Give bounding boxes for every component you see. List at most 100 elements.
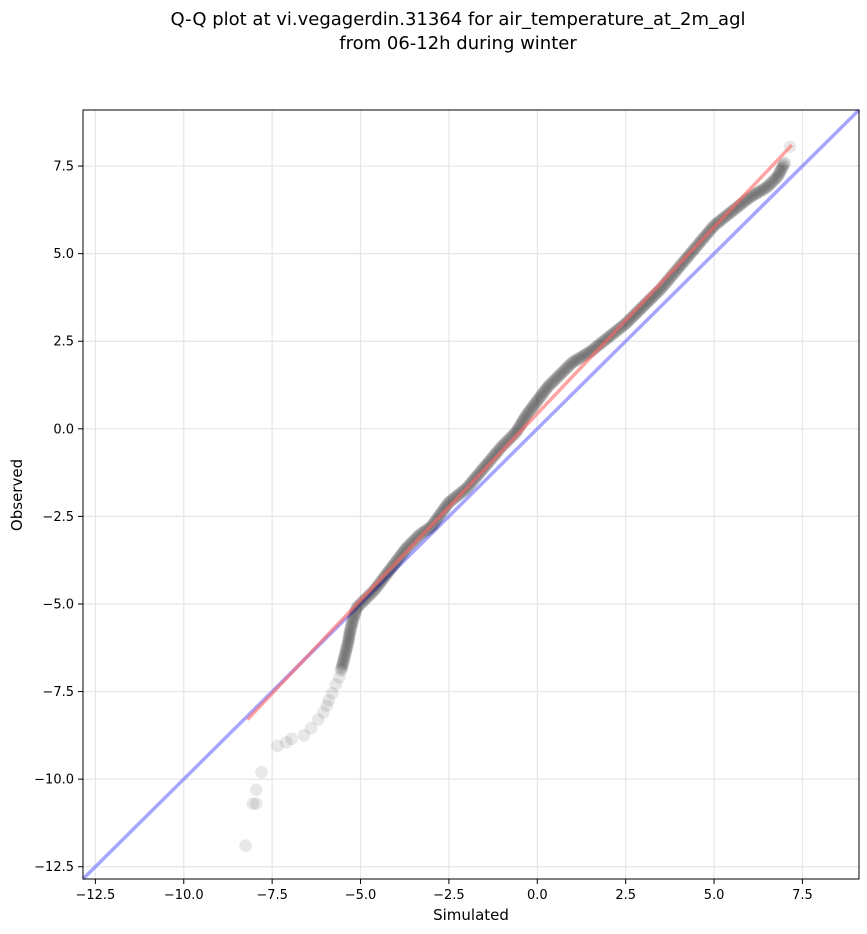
scatter-point [530, 395, 543, 409]
scatter-point [755, 184, 768, 197]
scatter-point [337, 654, 350, 668]
scatter-point [668, 266, 681, 279]
scatter-point [337, 653, 351, 666]
scatter-point [554, 367, 568, 381]
scatter-point [344, 624, 357, 637]
scatter-point [563, 358, 577, 371]
scatter-point [340, 642, 353, 656]
x-tick-label: 2.5 [615, 888, 636, 903]
x-tick-label: 0.0 [527, 888, 548, 903]
scatter-point [761, 179, 775, 193]
scatter-point [317, 706, 330, 719]
scatter-point [340, 640, 354, 654]
y-axis-ticks: −12.5 −10.0 −7.5 −5.0 −2.5 0.0 2.5 5.0 7.5 [34, 160, 83, 875]
scatter-point [776, 160, 789, 174]
scatter-point [335, 662, 348, 676]
scatter-point [325, 687, 339, 700]
scatter-point [573, 351, 586, 365]
scatter-point [297, 729, 311, 742]
y-tick-label: −10.0 [34, 773, 74, 788]
scatter-point [548, 373, 562, 387]
chart-title-line-2: from 06-12h during winter [339, 33, 577, 54]
y-tick-label: −12.5 [34, 860, 74, 875]
scatter-point [343, 628, 356, 642]
scatter-point [343, 625, 357, 639]
scatter-point [345, 619, 358, 633]
scatter-point [409, 532, 423, 545]
scatter-point [354, 597, 367, 611]
x-axis-ticks: −12.5 −10.0 −7.5 −5.0 −2.5 0.0 2.5 5.0 7.5 [75, 879, 813, 903]
scatter-point [489, 447, 502, 461]
scatter-point [765, 176, 779, 189]
scatter-point [345, 616, 359, 629]
scatter-point [337, 651, 351, 665]
scatter-point [566, 355, 579, 369]
scatter-point [351, 600, 365, 613]
scatter-point [538, 384, 552, 397]
scatter-point [619, 317, 632, 331]
scatter-point [667, 267, 680, 281]
scatter-point [763, 178, 776, 192]
scatter-point [570, 353, 584, 367]
y-tick-label: −7.5 [42, 685, 74, 700]
scatter-point [674, 258, 688, 272]
scatter-point [448, 491, 462, 504]
scatter-point [777, 157, 791, 171]
scatter-point [335, 661, 349, 674]
x-tick-label: −2.5 [433, 888, 465, 903]
scatter-point [571, 352, 585, 366]
scatter-point [540, 381, 554, 395]
scatter-point [255, 765, 268, 779]
y-tick-label: 5.0 [53, 247, 74, 262]
scatter-point [333, 671, 346, 684]
scatter-point [745, 189, 759, 203]
scatter-point [320, 699, 334, 712]
scatter-point [560, 361, 574, 375]
x-tick-label: 5.0 [704, 888, 725, 903]
scatter-point [279, 736, 293, 749]
scatter-point [437, 502, 451, 516]
scatter-point [774, 163, 788, 176]
scatter-point [343, 627, 356, 640]
y-tick-label: 7.5 [53, 160, 74, 175]
scatter-point [535, 388, 549, 401]
scatter-point [342, 630, 356, 643]
scatter-point [558, 364, 571, 377]
grid-lines [83, 110, 859, 879]
scatter-point [373, 577, 386, 590]
scatter-point [561, 360, 575, 374]
scatter-point [374, 576, 387, 589]
scatter-point [624, 311, 638, 325]
scatter-point [760, 180, 774, 194]
scatter-point [726, 204, 740, 217]
scatter-point [246, 797, 259, 810]
scatter-point [575, 350, 589, 363]
scatter-point [725, 205, 739, 218]
scatter-point [767, 173, 781, 187]
scatter-point [482, 456, 495, 469]
scatter-point [447, 492, 461, 505]
scatter-point [769, 172, 782, 186]
scatter-point [406, 535, 419, 549]
scatter-point [239, 839, 252, 853]
x-tick-label: −7.5 [256, 888, 288, 903]
scatter-point [545, 376, 558, 390]
scatter-point [675, 257, 689, 271]
y-tick-label: 0.0 [53, 422, 74, 437]
scatter-point [304, 722, 318, 735]
scatter-point [249, 797, 263, 810]
scatter-point [528, 398, 541, 411]
scatter-point [523, 404, 536, 418]
scatter-point [339, 647, 352, 660]
scatter-point [399, 542, 412, 556]
scatter-point [411, 529, 425, 543]
identity-line [81, 108, 861, 881]
scatter-point [339, 645, 353, 659]
scatter-point [527, 399, 540, 413]
reference-lines [81, 108, 861, 881]
scatter-point [547, 374, 561, 388]
scatter-point [628, 308, 641, 322]
scatter-point [507, 428, 521, 441]
y-tick-label: −2.5 [42, 510, 74, 525]
scatter-point [322, 694, 336, 707]
